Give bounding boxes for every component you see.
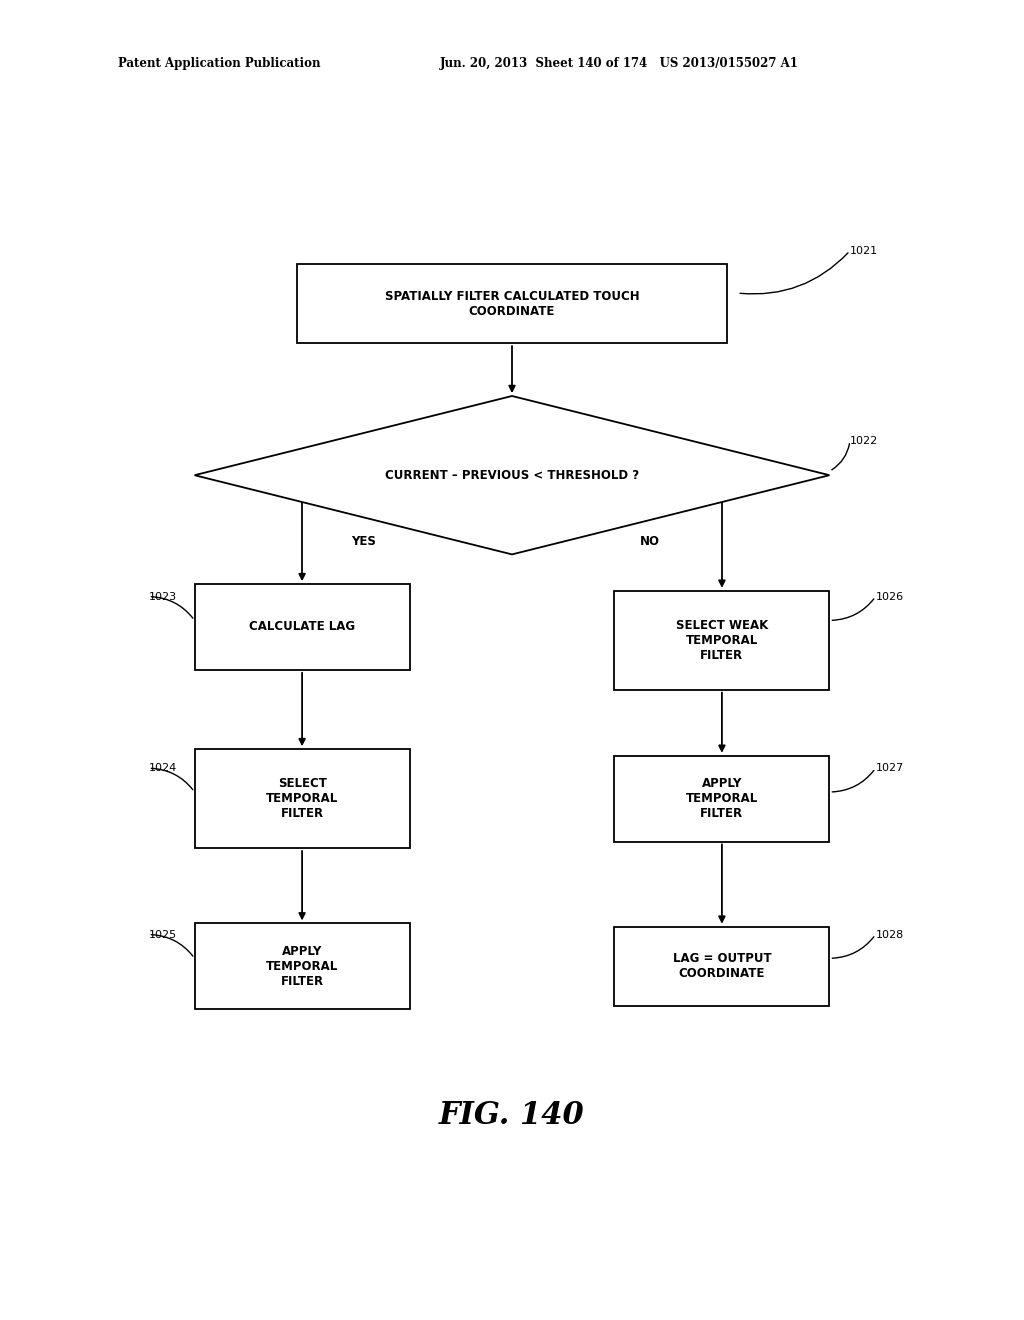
Text: 1025: 1025 [148,929,176,940]
Text: Jun. 20, 2013  Sheet 140 of 174   US 2013/0155027 A1: Jun. 20, 2013 Sheet 140 of 174 US 2013/0… [440,57,799,70]
FancyBboxPatch shape [297,264,727,343]
Text: SPATIALLY FILTER CALCULATED TOUCH
COORDINATE: SPATIALLY FILTER CALCULATED TOUCH COORDI… [385,289,639,318]
FancyBboxPatch shape [614,927,829,1006]
Text: FIG. 140: FIG. 140 [439,1100,585,1131]
Text: SELECT
TEMPORAL
FILTER: SELECT TEMPORAL FILTER [266,777,338,820]
Text: APPLY
TEMPORAL
FILTER: APPLY TEMPORAL FILTER [266,945,338,987]
Text: 1027: 1027 [876,763,904,774]
Text: LAG = OUTPUT
COORDINATE: LAG = OUTPUT COORDINATE [673,952,771,981]
Text: NO: NO [640,535,660,548]
Text: CALCULATE LAG: CALCULATE LAG [249,620,355,634]
FancyBboxPatch shape [195,583,410,671]
FancyBboxPatch shape [614,591,829,689]
Text: 1023: 1023 [148,591,176,602]
Polygon shape [195,396,829,554]
Text: APPLY
TEMPORAL
FILTER: APPLY TEMPORAL FILTER [686,777,758,820]
Text: SELECT WEAK
TEMPORAL
FILTER: SELECT WEAK TEMPORAL FILTER [676,619,768,661]
Text: CURRENT – PREVIOUS < THRESHOLD ?: CURRENT – PREVIOUS < THRESHOLD ? [385,469,639,482]
FancyBboxPatch shape [195,748,410,847]
Text: Patent Application Publication: Patent Application Publication [118,57,321,70]
Text: 1026: 1026 [876,591,903,602]
Text: 1021: 1021 [850,246,878,256]
FancyBboxPatch shape [195,924,410,1008]
Text: 1024: 1024 [148,763,177,774]
Text: 1022: 1022 [850,436,879,446]
FancyBboxPatch shape [614,755,829,842]
Text: YES: YES [351,535,376,548]
Text: 1028: 1028 [876,929,904,940]
